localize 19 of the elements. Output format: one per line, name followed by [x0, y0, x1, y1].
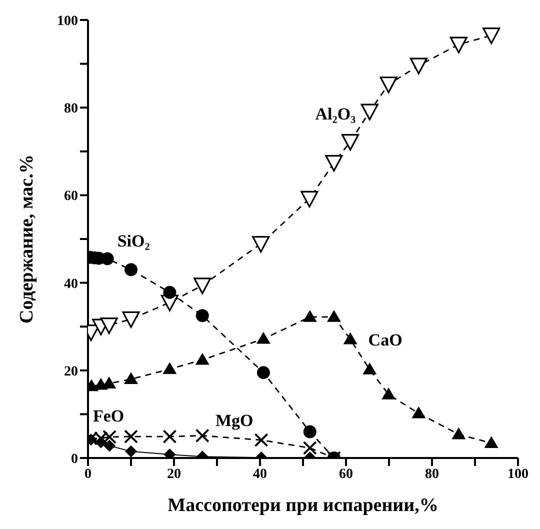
x-axis-title: Массопотери при испарении,% — [168, 495, 438, 516]
x-tick-label: 20 — [167, 466, 181, 482]
x-tick-label: 40 — [253, 466, 267, 482]
x-tick-label: 80 — [425, 466, 439, 482]
y-tick-label: 60 — [64, 189, 78, 204]
x-tick-label: 100 — [508, 466, 528, 482]
series-label: FeO — [93, 406, 124, 426]
series-label: Al₂O₃ — [315, 104, 356, 124]
series-label: CaO — [368, 330, 402, 350]
y-tick-label: 100 — [57, 14, 78, 29]
series-label: MgO — [216, 411, 254, 430]
y-tick-label: 80 — [64, 102, 78, 117]
y-tick-label: 20 — [64, 364, 78, 380]
x-tick-label: 60 — [339, 466, 353, 482]
y-tick-label: 40 — [64, 276, 78, 292]
x-tick-label: 0 — [84, 466, 92, 482]
y-tick-label: 0 — [71, 452, 78, 467]
series-label: SiO₂ — [117, 232, 150, 251]
y-axis-title: Содержание, мас.% — [16, 154, 38, 324]
